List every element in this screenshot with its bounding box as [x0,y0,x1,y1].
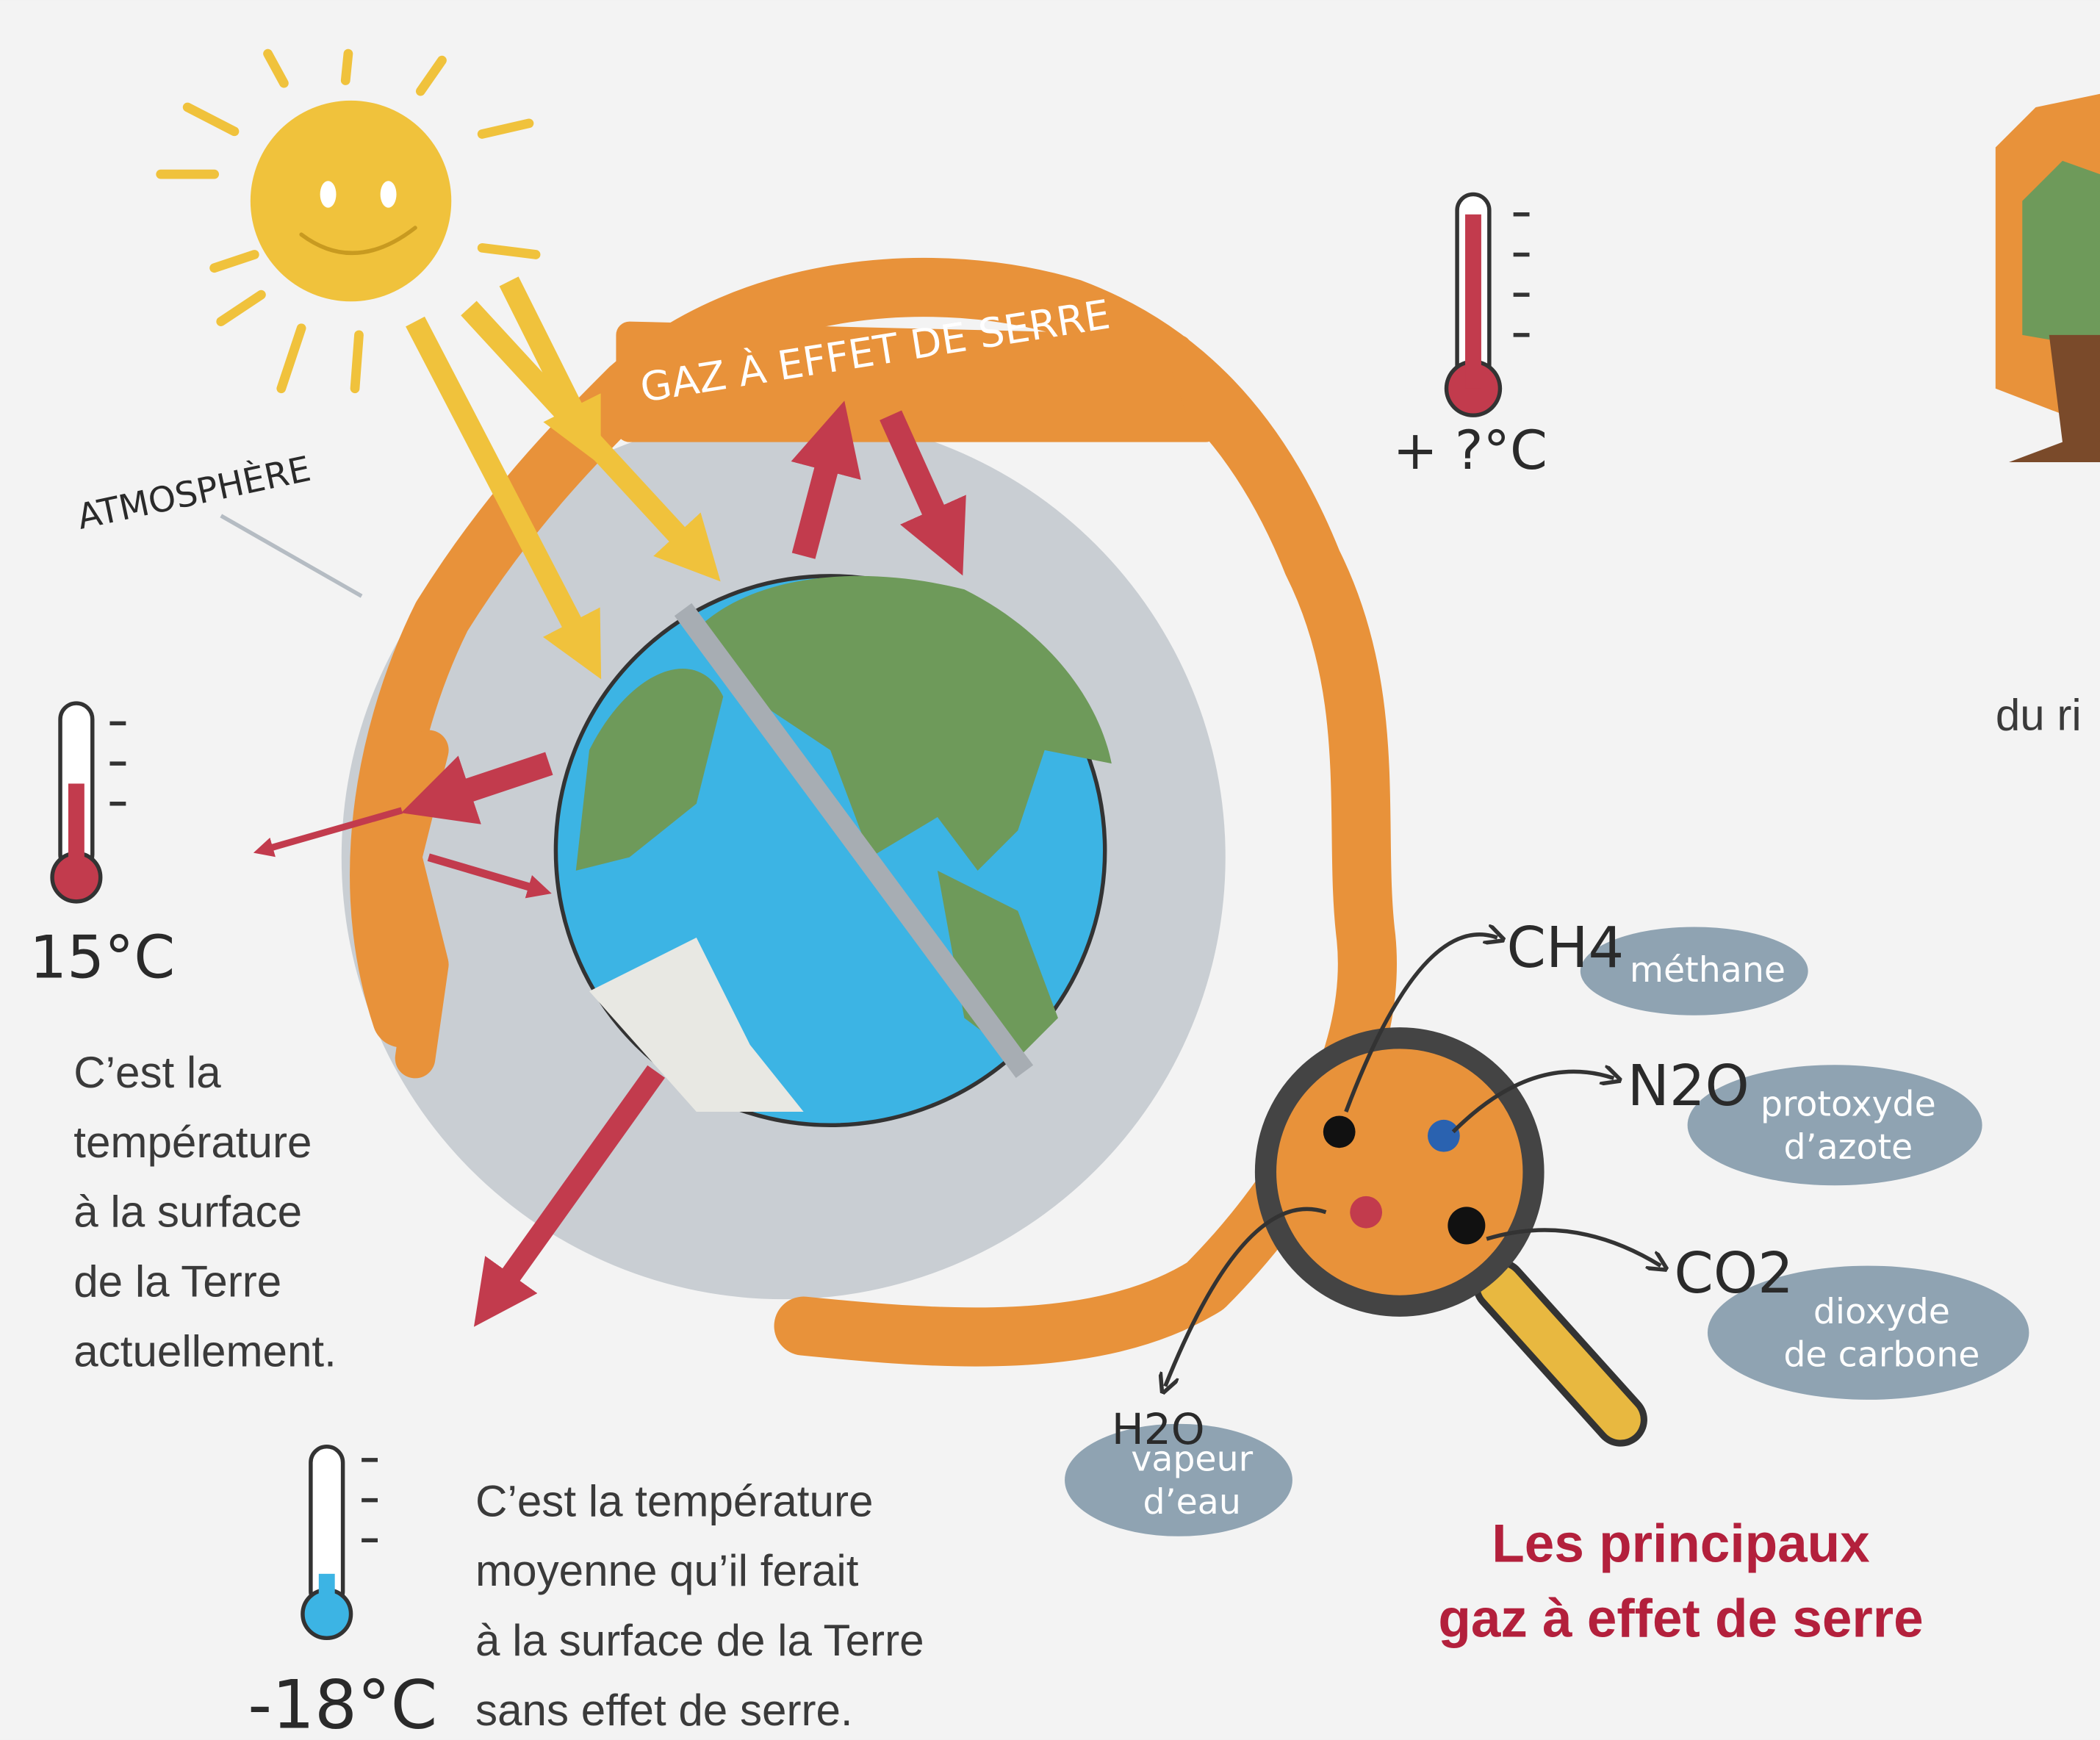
gas-name: dioxyde [1813,1292,1950,1332]
gas-name: vapeur [1131,1439,1253,1479]
gas-name: d’eau [1143,1482,1241,1522]
without-text-line: moyenne qu’il ferait [475,1546,859,1595]
future-temperature: + ?°C [1393,420,1547,482]
gas-arrow [1486,1228,1661,1266]
current-text-line: actuellement. [73,1326,337,1376]
cut-text: du ri [1996,691,2082,740]
gas-bubble [1707,1265,2029,1400]
gas-bubble [1580,927,1808,1015]
pointer-line [220,514,363,598]
current-text-line: C’est la [73,1048,221,1097]
magnifier [1254,1027,1647,1447]
gas-formula: CO2 [1674,1241,1793,1306]
thermometer-cold [301,1444,378,1641]
sun-rays [406,276,721,680]
gas-name: d’azote [1783,1127,1913,1168]
without-text-line: à la surface de la Terre [475,1616,924,1665]
gas-name: de carbone [1783,1334,1979,1375]
without-text-line: sans effet de serre. [475,1686,853,1735]
burning-tree [1995,93,2100,462]
gas-arrow [1344,935,1497,1112]
sun [156,48,541,394]
current-text-line: température [73,1118,312,1167]
gas-formula: CH4 [1507,916,1625,981]
gas-name: protoxyde [1761,1084,1936,1124]
heat-arrows [253,400,966,1327]
current-text-line: de la Terre [73,1257,281,1306]
gas-formula: N2O [1628,1054,1750,1119]
thermometer-hot [1444,192,1530,417]
thermometer-current [50,701,126,904]
without-text-line: C’est la température [475,1476,873,1525]
gas-formula: H2O [1112,1404,1205,1454]
gases-title-line: Les principaux [1492,1514,1869,1573]
earth [553,574,1112,1127]
gas-name: méthane [1630,950,1786,991]
gas-arrow [1165,1207,1327,1386]
gas-bubble [1065,1423,1292,1536]
gases-title-line: gaz à effet de serre [1438,1589,1923,1648]
current-temperature: 15°C [29,924,175,992]
current-text-line: à la surface [73,1187,302,1237]
gas-arrow [1451,1071,1614,1134]
gas-bubble [1687,1065,1982,1186]
without-temperature: -18°C [248,1666,437,1740]
